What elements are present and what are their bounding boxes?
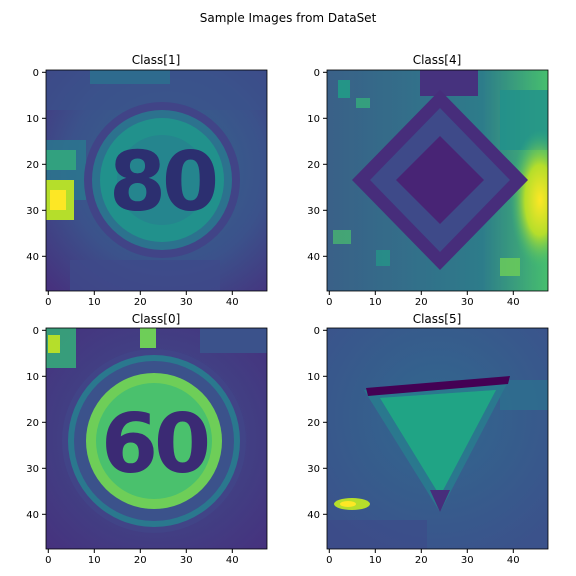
panel-class-5: Class[5] 0 10 20 30 40 [307,312,549,566]
x-tick-label: 20 [415,555,428,566]
y-tick-label: 40 [26,252,39,263]
heatmap-image [327,328,548,549]
y-tick-label: 10 [26,372,39,383]
x-tick-label: 20 [134,297,147,308]
axes-frame [45,69,268,292]
x-tick-label: 20 [134,555,147,566]
x-tick-label: 10 [369,555,382,566]
y-tick-label: 30 [307,206,320,217]
x-tick-label: 0 [326,555,332,566]
y-tick-label: 10 [307,114,320,125]
x-tick-label: 40 [507,297,520,308]
x-ticks: 0 10 20 30 40 [326,291,520,308]
y-tick-label: 40 [26,510,39,521]
x-tick-label: 0 [45,555,51,566]
y-tick-label: 30 [307,464,320,475]
panel-title: Class[4] [413,53,462,67]
x-tick-label: 0 [326,297,332,308]
x-tick-label: 30 [180,555,193,566]
axes-frame [326,327,549,550]
y-tick-label: 40 [307,510,320,521]
y-tick-label: 10 [26,114,39,125]
panel-class-1: Class[1] 80 0 10 20 3 [26,53,268,308]
x-ticks: 0 10 20 30 40 [45,291,239,308]
y-tick-label: 40 [307,252,320,263]
y-tick-label: 0 [33,68,39,79]
x-tick-label: 30 [180,297,193,308]
x-tick-label: 10 [88,555,101,566]
y-tick-label: 0 [33,326,39,337]
x-tick-label: 0 [45,297,51,308]
heatmap-image [327,70,548,291]
y-tick-label: 20 [26,418,39,429]
y-tick-label: 30 [26,206,39,217]
panel-title: Class[0] [132,312,181,326]
y-tick-label: 20 [307,160,320,171]
x-tick-label: 30 [461,555,474,566]
x-tick-label: 40 [226,555,239,566]
y-tick-label: 0 [314,68,320,79]
axes-frame [45,327,268,550]
heatmap-image [46,70,267,291]
y-tick-label: 30 [26,464,39,475]
y-ticks: 0 10 20 30 40 [26,326,46,521]
x-ticks: 0 10 20 30 40 [45,549,239,566]
sign-text: 80 [109,135,216,230]
y-tick-label: 10 [307,372,320,383]
x-tick-label: 40 [226,297,239,308]
x-tick-label: 30 [461,297,474,308]
x-tick-label: 10 [369,297,382,308]
sign-text: 60 [101,397,208,492]
y-ticks: 0 10 20 30 40 [26,68,46,263]
panel-title: Class[5] [413,312,462,326]
y-ticks: 0 10 20 30 40 [307,68,327,263]
panel-class-4: Class[4] 0 10 20 3 [307,53,549,308]
axes-frame [326,69,549,292]
y-ticks: 0 10 20 30 40 [307,326,327,521]
x-tick-label: 40 [507,555,520,566]
y-tick-label: 0 [314,326,320,337]
x-tick-label: 10 [88,297,101,308]
panel-title: Class[1] [132,53,181,67]
x-ticks: 0 10 20 30 40 [326,549,520,566]
y-tick-label: 20 [26,160,39,171]
x-tick-label: 20 [415,297,428,308]
figure-title: Sample Images from DataSet [200,11,377,25]
y-tick-label: 20 [307,418,320,429]
heatmap-image [46,328,267,549]
panel-class-0: Class[0] 60 0 10 20 30 40 [26,312,268,566]
